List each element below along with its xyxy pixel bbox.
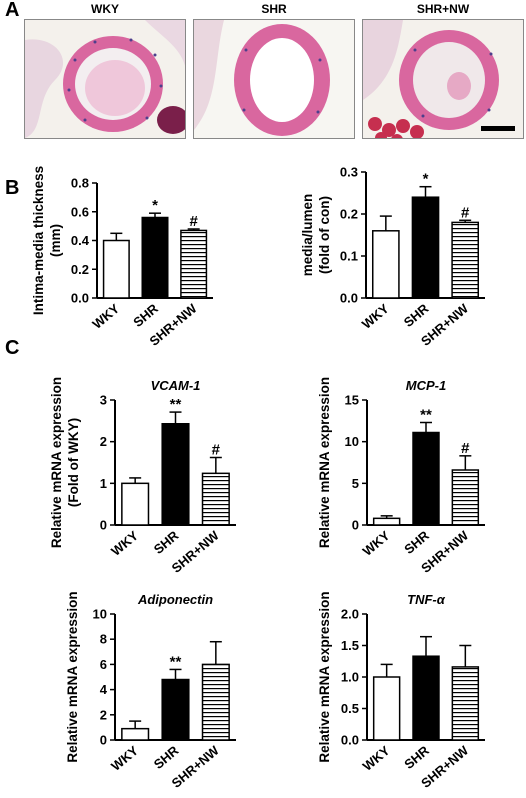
y-tick-label: 0 — [100, 733, 107, 748]
y-tick-label: 0 — [352, 518, 359, 533]
bar-wky — [372, 676, 401, 741]
y-tick-label: 0.8 — [71, 176, 89, 191]
bar-shr — [411, 196, 440, 299]
bar-wky — [102, 239, 130, 299]
chart-title: MCP-1 — [406, 378, 446, 393]
x-tick-label: WKY — [359, 301, 392, 332]
y-tick-label: 0.6 — [71, 204, 89, 219]
bar-shr — [141, 216, 169, 299]
histology-image-shr-nw — [362, 19, 524, 139]
y-tick-label: 0.1 — [340, 249, 358, 264]
y-tick-label: 8 — [100, 632, 107, 647]
bar-shr — [412, 431, 440, 526]
y-tick-label: 3 — [100, 393, 107, 408]
bar-shr-nw — [201, 663, 230, 741]
y-tick-label: 0.3 — [340, 165, 358, 180]
x-tick-label: SHR — [151, 742, 182, 772]
y-tick-label: 4 — [100, 682, 108, 697]
significance-mark: * — [423, 171, 429, 188]
y-tick-label: 0.0 — [340, 291, 358, 306]
y-axis-label: media/lumen — [300, 194, 315, 277]
bar-wky — [121, 727, 150, 741]
panel-letter-b: B — [5, 177, 20, 199]
y-axis-label: (Fold of WKY) — [66, 418, 81, 507]
significance-mark: # — [461, 440, 470, 457]
y-tick-label: 0.0 — [71, 291, 89, 306]
y-tick-label: 1.5 — [341, 638, 359, 653]
y-tick-label: 10 — [345, 434, 359, 449]
significance-mark: ** — [420, 407, 432, 424]
histology-label-wky: WKY — [91, 2, 119, 16]
panel-letter-a: A — [5, 0, 20, 21]
bar-wky — [371, 230, 400, 299]
bar-shr-nw — [451, 221, 480, 299]
chart-title: TNF-α — [407, 592, 446, 607]
y-tick-label: 0.0 — [341, 733, 359, 748]
x-tick-label: SHR — [401, 742, 432, 772]
bar-wky — [121, 482, 150, 526]
y-tick-label: 0 — [100, 518, 107, 533]
y-tick-label: 1 — [100, 476, 107, 491]
bar-shr — [161, 423, 190, 526]
significance-mark: # — [189, 213, 198, 230]
significance-mark: # — [212, 442, 221, 459]
chart-title: Adiponectin — [137, 592, 213, 607]
significance-mark: # — [461, 204, 470, 221]
x-tick-label: SHR — [130, 300, 161, 330]
y-axis-label: Intima-media thickness — [31, 166, 46, 315]
x-tick-label: SHR — [151, 527, 182, 557]
y-axis-label: Relative mRNA expression — [49, 377, 64, 548]
bar-shr-nw — [201, 472, 230, 526]
y-tick-label: 1.0 — [341, 670, 359, 685]
y-tick-label: 0.4 — [71, 233, 90, 248]
x-tick-label: WKY — [108, 528, 141, 559]
panel-letter-c: C — [5, 337, 20, 359]
histology-image-shr — [193, 19, 355, 139]
histology-label-shr: SHR — [261, 2, 287, 16]
y-tick-label: 15 — [345, 393, 359, 408]
y-axis-label: Relative mRNA expression — [65, 591, 80, 762]
y-tick-label: 10 — [93, 607, 107, 622]
x-tick-label: WKY — [360, 743, 393, 774]
bar-wky — [372, 517, 401, 526]
y-tick-label: 2 — [100, 707, 107, 722]
bar-shr — [161, 678, 190, 741]
y-tick-label: 6 — [100, 657, 107, 672]
chart-title: VCAM-1 — [151, 378, 201, 393]
y-axis-label: (fold of con) — [317, 196, 332, 274]
significance-mark: ** — [170, 653, 182, 670]
y-tick-label: 5 — [352, 476, 359, 491]
significance-mark: * — [152, 197, 158, 214]
histology-image-wky — [24, 19, 186, 139]
significance-mark: ** — [170, 396, 182, 413]
x-tick-label: SHR — [401, 300, 432, 330]
x-tick-label: WKY — [108, 743, 141, 774]
bar-shr-nw — [180, 229, 208, 299]
x-tick-label: WKY — [89, 301, 122, 332]
y-tick-label: 0.2 — [71, 262, 89, 277]
histology-label-shr-nw: SHR+NW — [416, 2, 470, 16]
bar-shr-nw — [451, 469, 480, 526]
y-axis-label: (mm) — [48, 224, 63, 257]
bar-shr-nw — [451, 666, 480, 741]
y-tick-label: 2 — [100, 434, 107, 449]
scale-bar — [481, 126, 515, 131]
y-axis-label: Relative mRNA expression — [317, 377, 332, 548]
x-tick-label: WKY — [360, 528, 393, 559]
y-tick-label: 0.5 — [341, 701, 359, 716]
y-tick-label: 2.0 — [341, 607, 359, 622]
x-tick-label: SHR — [401, 527, 432, 557]
bar-shr — [412, 655, 440, 741]
y-axis-label: Relative mRNA expression — [317, 591, 332, 762]
y-tick-label: 0.2 — [340, 207, 358, 222]
